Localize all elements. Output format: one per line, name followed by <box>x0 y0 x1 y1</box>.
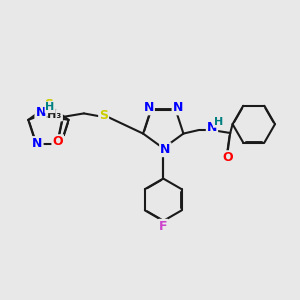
Text: O: O <box>222 151 232 164</box>
Text: N: N <box>32 137 43 150</box>
Text: N: N <box>160 143 170 156</box>
Text: H: H <box>214 117 223 127</box>
Text: S: S <box>44 98 53 111</box>
Text: N: N <box>207 121 217 134</box>
Text: N: N <box>54 137 64 150</box>
Text: N: N <box>35 106 46 119</box>
Text: S: S <box>99 109 108 122</box>
Text: CH₃: CH₃ <box>40 110 62 121</box>
Text: O: O <box>52 135 63 148</box>
Text: F: F <box>159 220 167 233</box>
Text: N: N <box>143 101 154 114</box>
Text: N: N <box>172 101 183 114</box>
Text: H: H <box>45 102 55 112</box>
